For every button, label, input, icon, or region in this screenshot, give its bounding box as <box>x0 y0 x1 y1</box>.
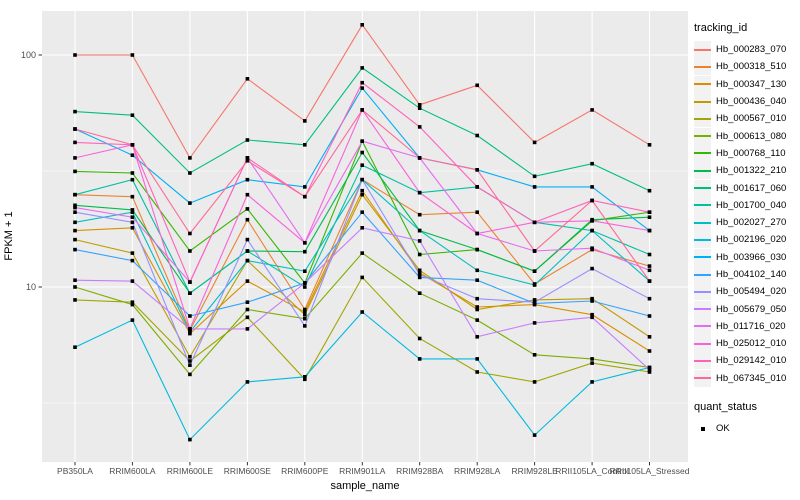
legend-line-swatch <box>694 196 711 214</box>
legend-item-label: Hb_029142_010 <box>716 355 787 367</box>
legend-item-label: Hb_025012_010 <box>716 338 787 350</box>
legend-item-label: Hb_001322_210 <box>716 165 787 177</box>
legend-item-hb_002196_020: Hb_002196_020 <box>694 231 798 249</box>
legend-item-hb_000283_070: Hb_000283_070 <box>694 41 798 59</box>
legend-line-swatch <box>694 335 711 353</box>
legend-line-swatch <box>694 58 711 76</box>
legend-line-swatch <box>694 75 711 93</box>
legend-item-hb_005494_020: Hb_005494_020 <box>694 283 798 301</box>
legend-item-label: Hb_000567_010 <box>716 113 787 125</box>
legend-item-hb_000318_510: Hb_000318_510 <box>694 58 798 76</box>
legend-line-swatch <box>694 214 711 232</box>
legend-item-label: Hb_000436_040 <box>716 96 787 108</box>
legend-item-hb_001700_040: Hb_001700_040 <box>694 196 798 214</box>
legend-item-hb_001322_210: Hb_001322_210 <box>694 162 798 180</box>
legend-title-tracking-id: tracking_id <box>694 22 748 34</box>
legend-line-swatch <box>694 317 711 335</box>
legend-item-hb_025012_010: Hb_025012_010 <box>694 335 798 353</box>
legend-line-swatch <box>694 283 711 301</box>
x-tick-label: RRIM600SE <box>223 466 271 476</box>
legend-line-swatch <box>694 179 711 197</box>
legend-item-label: Hb_000283_070 <box>716 44 787 56</box>
legend-item-label: Hb_000768_110 <box>716 147 786 159</box>
y-tick-label: 100 <box>20 49 36 60</box>
x-tick-label: RRIM928BA <box>396 466 444 476</box>
legend-line-swatch <box>694 369 711 387</box>
legend-item-label: Hb_002196_020 <box>716 234 787 246</box>
legend-item-hb_000567_010: Hb_000567_010 <box>694 110 798 128</box>
legend-item-hb_001617_060: Hb_001617_060 <box>694 179 798 197</box>
legend-item-label: Hb_000347_130 <box>716 78 787 90</box>
x-axis-title: sample_name <box>330 480 400 492</box>
x-tick-label: RRIM928LE <box>511 466 558 476</box>
legend-item-hb_011716_020: Hb_011716_020 <box>694 317 798 335</box>
legend-item-hb_067345_010: Hb_067345_010 <box>694 369 798 387</box>
legend-line-swatch <box>694 248 711 266</box>
legend-item-label: Hb_002027_270 <box>716 217 787 229</box>
legend-item-label: Hb_001700_040 <box>716 199 787 211</box>
legend-line-swatch <box>694 127 711 145</box>
legend-item-label: Hb_005494_020 <box>716 286 787 298</box>
legend-item-label: Hb_067345_010 <box>716 372 787 384</box>
legend-line-swatch <box>694 352 711 370</box>
legend-line-swatch <box>694 41 711 59</box>
legend-item-hb_000347_130: Hb_000347_130 <box>694 75 798 93</box>
legend-item-label: Hb_000613_080 <box>716 130 787 142</box>
y-tick-label: 10 <box>25 281 36 292</box>
legend-item-quant-ok: OK <box>694 420 798 437</box>
legend-line-swatch <box>694 162 711 180</box>
x-tick-label: RRII105LA_Stressed <box>609 466 690 476</box>
legend-item-hb_002027_270: Hb_002027_270 <box>694 214 798 232</box>
legend-line-swatch <box>694 93 711 111</box>
y-axis-title: FPKM + 1 <box>3 211 15 261</box>
legend-item-hb_003966_030: Hb_003966_030 <box>694 248 798 266</box>
legend-line-swatch <box>694 144 711 162</box>
legend-item-label: Hb_011716_020 <box>716 320 786 332</box>
legend-item-hb_000613_080: Hb_000613_080 <box>694 127 798 145</box>
legend-tracking-items: Hb_000283_070 Hb_000318_510 Hb_000347_130 H… <box>694 41 798 387</box>
x-tick-label: RRIM600LE <box>166 466 214 476</box>
legend-item-hb_000436_040: Hb_000436_040 <box>694 93 798 111</box>
legend-item-label: Hb_004102_140 <box>716 269 787 280</box>
legend-title-quant-status: quant_status <box>694 400 757 413</box>
legend-item-hb_005679_050: Hb_005679_050 <box>694 300 798 318</box>
legend-item-label: Hb_003966_030 <box>716 251 787 263</box>
legend-line-swatch <box>694 231 711 249</box>
legend-quant-items: OK <box>694 420 798 437</box>
legend-item-hb_000768_110: Hb_000768_110 <box>694 144 798 162</box>
legend-item-hb_029142_010: Hb_029142_010 <box>694 352 798 370</box>
legend-line-swatch <box>694 300 711 318</box>
x-tick-label: PB350LA <box>57 466 93 476</box>
x-tick-label: RRIM901LA <box>339 466 386 476</box>
x-tick-label: RRII105LA_Control <box>555 466 629 476</box>
x-tick-label: RRIM600PE <box>281 466 329 476</box>
legend-line-swatch <box>694 110 711 128</box>
legend-point-swatch <box>694 420 711 437</box>
legend-item-label: Hb_005679_050 <box>716 303 787 315</box>
x-tick-label: RRIM928LA <box>453 466 501 476</box>
legend-item-label: Hb_001617_060 <box>716 182 787 194</box>
legend-item-label: Hb_000318_510 <box>716 61 787 73</box>
legend-item-label: OK <box>716 423 730 435</box>
legend: tracking_id Hb_000283_070 Hb_000318_510 Hb… <box>694 22 798 437</box>
x-tick-label: RRIM600LA <box>109 466 156 476</box>
legend-item-hb_004102_140: Hb_004102_140 <box>694 266 798 283</box>
legend-line-swatch <box>694 266 711 283</box>
